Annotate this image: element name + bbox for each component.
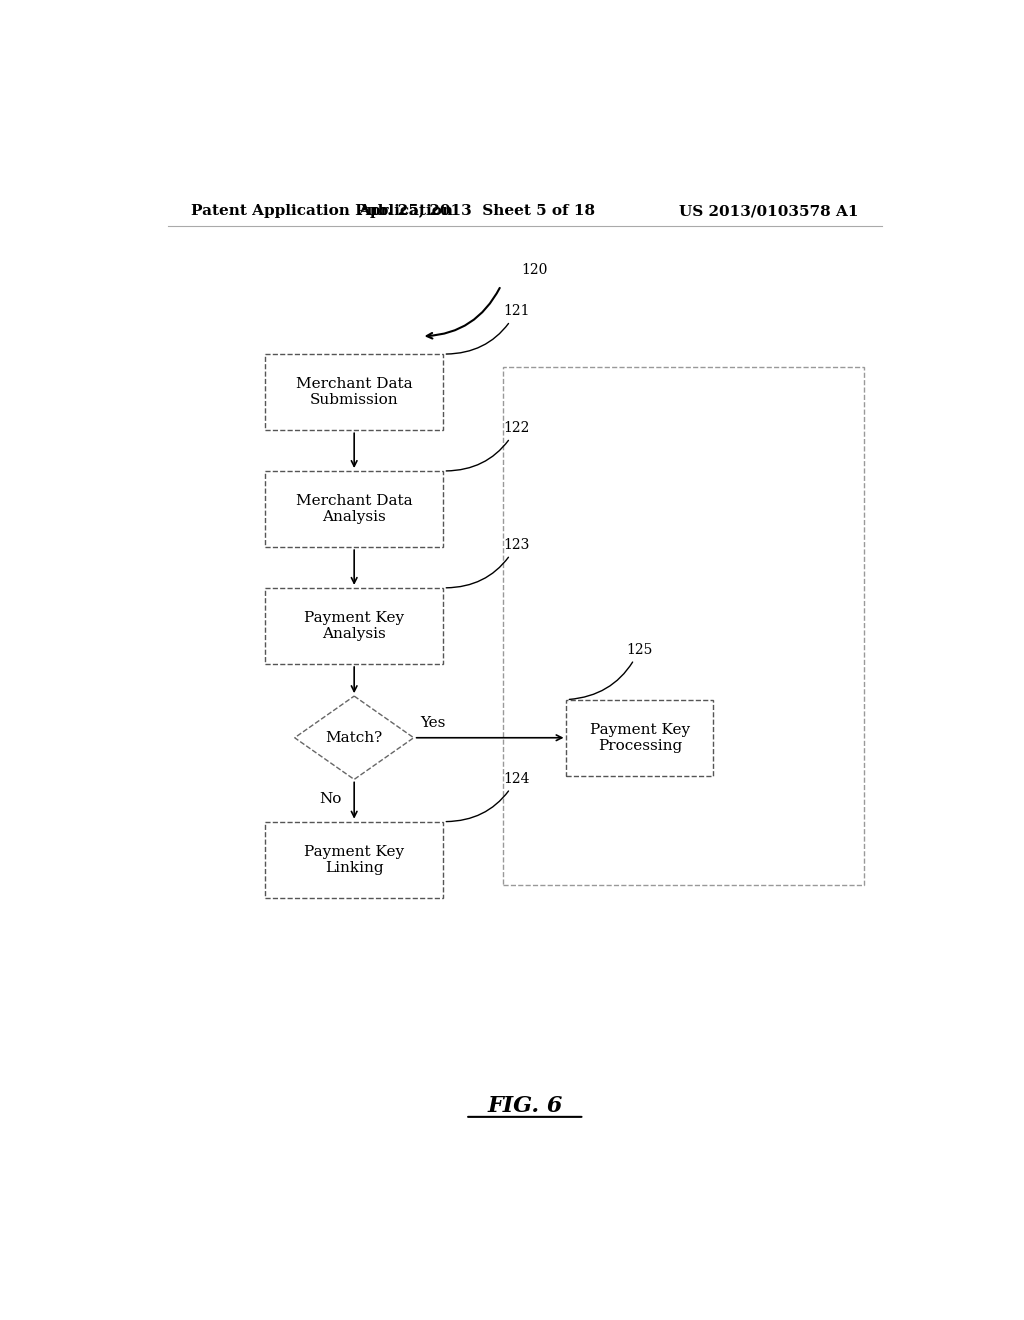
Text: 120: 120 bbox=[521, 263, 547, 277]
Text: 123: 123 bbox=[446, 539, 529, 587]
FancyBboxPatch shape bbox=[566, 700, 714, 776]
Text: Payment Key
Linking: Payment Key Linking bbox=[304, 845, 404, 875]
Text: Merchant Data
Analysis: Merchant Data Analysis bbox=[296, 494, 413, 524]
Text: No: No bbox=[319, 792, 342, 805]
Text: 122: 122 bbox=[446, 421, 529, 471]
FancyBboxPatch shape bbox=[265, 471, 443, 548]
Text: Match?: Match? bbox=[326, 731, 383, 744]
FancyBboxPatch shape bbox=[265, 821, 443, 898]
FancyBboxPatch shape bbox=[265, 354, 443, 430]
Text: Yes: Yes bbox=[420, 715, 445, 730]
Text: US 2013/0103578 A1: US 2013/0103578 A1 bbox=[679, 205, 858, 218]
Text: Apr. 25, 2013  Sheet 5 of 18: Apr. 25, 2013 Sheet 5 of 18 bbox=[358, 205, 596, 218]
Text: 124: 124 bbox=[446, 772, 529, 821]
Text: Patent Application Publication: Patent Application Publication bbox=[191, 205, 454, 218]
Polygon shape bbox=[295, 696, 414, 779]
Text: Payment Key
Processing: Payment Key Processing bbox=[590, 722, 690, 752]
FancyBboxPatch shape bbox=[265, 587, 443, 664]
FancyBboxPatch shape bbox=[504, 367, 864, 886]
Text: FIG. 6: FIG. 6 bbox=[487, 1094, 562, 1117]
Text: 121: 121 bbox=[446, 305, 529, 354]
Text: Merchant Data
Submission: Merchant Data Submission bbox=[296, 378, 413, 408]
Text: 125: 125 bbox=[569, 643, 652, 700]
Text: Payment Key
Analysis: Payment Key Analysis bbox=[304, 611, 404, 642]
